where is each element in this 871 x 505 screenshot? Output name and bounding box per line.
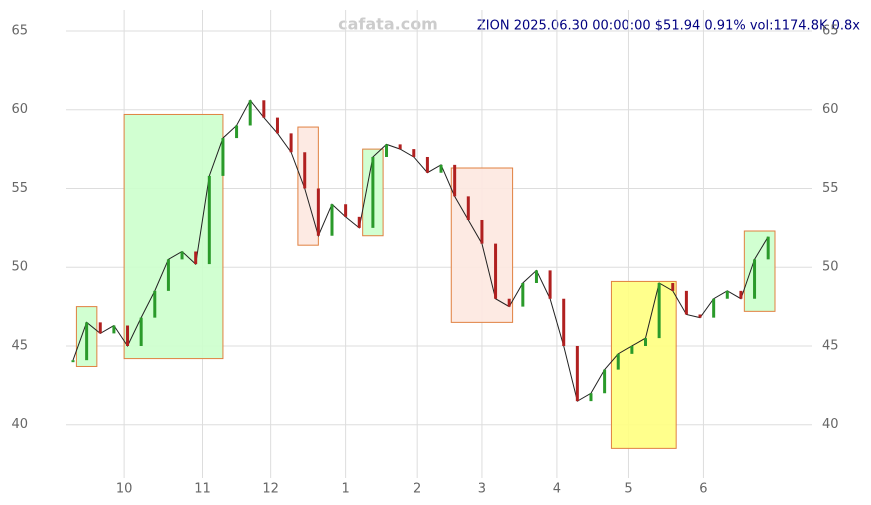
- candle: [385, 144, 389, 157]
- candle: [398, 144, 402, 150]
- candle: [521, 282, 525, 307]
- y-tick-label: 40: [11, 417, 28, 432]
- candle: [344, 204, 348, 217]
- candle: [698, 314, 702, 318]
- x-tick-label: 12: [262, 482, 279, 497]
- candle: [425, 156, 429, 173]
- candle: [466, 196, 470, 220]
- candle: [725, 290, 729, 299]
- candle: [684, 290, 688, 315]
- candle: [289, 133, 293, 153]
- candle: [126, 325, 130, 346]
- price-line: [72, 99, 769, 402]
- y-tick-label: 50: [11, 260, 28, 275]
- y-tick-label: 55: [822, 181, 839, 196]
- candle: [494, 243, 498, 299]
- candle: [412, 149, 416, 157]
- candle: [534, 270, 538, 283]
- zone: [123, 113, 224, 360]
- y-tick-label: 45: [11, 338, 28, 353]
- candle: [275, 117, 279, 134]
- candle: [712, 298, 716, 318]
- candle: [357, 216, 361, 228]
- candle: [85, 322, 89, 361]
- candle: [766, 236, 770, 260]
- x-tick-label: 6: [699, 482, 707, 497]
- y-tick-label: 55: [11, 181, 28, 196]
- candle: [235, 125, 239, 139]
- candle: [644, 338, 648, 346]
- x-tick-label: 11: [194, 482, 211, 497]
- x-tick-label: 2: [413, 482, 421, 497]
- x-tick-label: 10: [116, 482, 133, 497]
- y-tick-label: 50: [822, 260, 839, 275]
- zone: [743, 230, 776, 312]
- chart-title: ZION 2025.06.30 00:00:00 $51.94 0.91% vo…: [477, 19, 860, 34]
- y-tick-label: 60: [11, 102, 28, 117]
- y-tick-label: 45: [822, 338, 839, 353]
- candle: [316, 188, 320, 236]
- candle: [589, 393, 593, 402]
- candle: [439, 164, 443, 173]
- candle: [330, 204, 334, 236]
- candle: [453, 164, 457, 197]
- candle: [753, 259, 757, 299]
- candle: [139, 317, 143, 346]
- candle: [303, 152, 307, 189]
- candle: [153, 290, 157, 318]
- x-tick-label: 5: [624, 482, 632, 497]
- candle: [371, 156, 375, 228]
- candle: [98, 322, 102, 334]
- candle: [548, 270, 552, 299]
- candle: [71, 360, 75, 363]
- x-tick-label: 4: [553, 482, 561, 497]
- y-tick-label: 65: [11, 23, 28, 38]
- candle: [616, 353, 620, 370]
- candle: [194, 251, 198, 265]
- candle: [207, 175, 211, 265]
- candle: [221, 138, 225, 176]
- y-tick-label: 65: [822, 23, 839, 38]
- y-tick-label: 60: [822, 102, 839, 117]
- candle: [630, 345, 634, 354]
- zone: [297, 126, 319, 246]
- candle: [739, 290, 743, 299]
- zone: [610, 280, 677, 449]
- candle: [480, 219, 484, 244]
- candle: [671, 282, 675, 291]
- candle: [248, 100, 252, 126]
- candle: [166, 259, 170, 291]
- x-tick-label: 3: [478, 482, 486, 497]
- candle: [657, 282, 661, 339]
- candle: [262, 100, 266, 118]
- candle: [603, 369, 607, 394]
- watermark: cafata.com: [338, 15, 438, 34]
- candle: [180, 251, 184, 260]
- candle: [507, 298, 511, 307]
- x-tick-label: 1: [341, 482, 349, 497]
- candle: [562, 298, 566, 346]
- candle: [575, 345, 579, 402]
- y-tick-label: 40: [822, 417, 839, 432]
- candle: [112, 325, 116, 334]
